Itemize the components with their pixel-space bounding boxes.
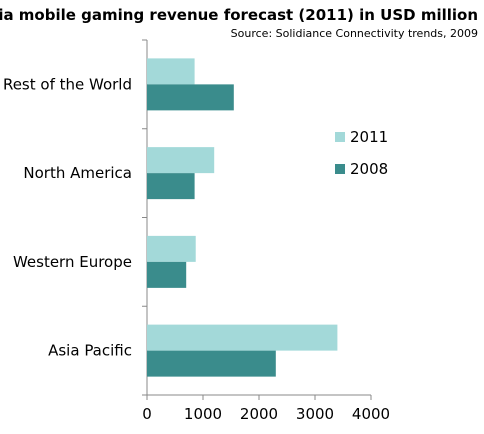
- bar-2011-rest-of-the-world: [147, 58, 195, 85]
- x-tick-label: 2000: [240, 405, 278, 423]
- legend-swatch-2008: [335, 164, 345, 174]
- bar-2008-asia-pacific: [147, 350, 276, 377]
- category-label: Asia Pacific: [48, 342, 132, 360]
- legend-label-2011: 2011: [350, 128, 388, 146]
- category-label: Rest of the World: [3, 75, 132, 93]
- legend-swatch-2011: [335, 132, 345, 142]
- category-label: North America: [23, 164, 132, 182]
- x-tick-label: 1000: [184, 405, 222, 423]
- chart-title: Asia mobile gaming revenue forecast (201…: [0, 6, 478, 24]
- bar-2008-western-europe: [147, 261, 187, 288]
- bar-2008-north-america: [147, 173, 195, 200]
- chart-subtitle: Source: Solidiance Connectivity trends, …: [231, 27, 478, 40]
- plot-area: 0 1000 2000 3000 4000 Rest of the World North …: [3, 39, 390, 423]
- category-label: Western Europe: [13, 253, 132, 271]
- legend: 2011 2008: [335, 128, 388, 178]
- x-tick-label: 4000: [352, 405, 390, 423]
- bar-2011-western-europe: [147, 235, 196, 262]
- bar-2008-rest-of-the-world: [147, 84, 234, 111]
- x-tick-label: 0: [142, 405, 152, 423]
- x-tick-label: 3000: [296, 405, 334, 423]
- bar-2011-north-america: [147, 147, 215, 174]
- bar-2011-asia-pacific: [147, 324, 338, 351]
- legend-label-2008: 2008: [350, 160, 388, 178]
